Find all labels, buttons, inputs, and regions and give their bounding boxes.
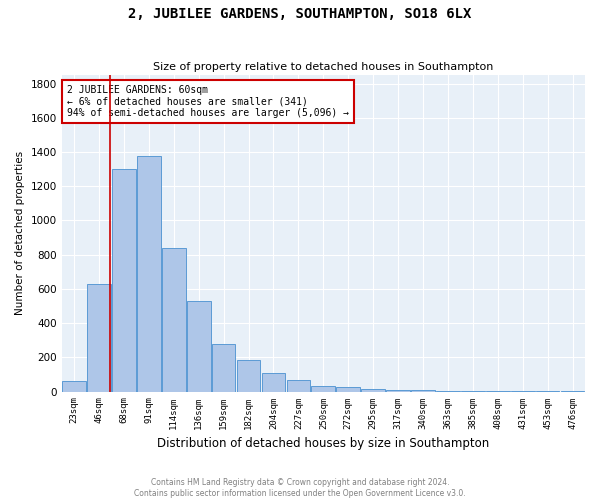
Bar [311, 386, 335, 392]
Bar [112, 169, 136, 392]
Bar [461, 391, 485, 392]
Bar [212, 344, 235, 392]
Text: Contains HM Land Registry data © Crown copyright and database right 2024.
Contai: Contains HM Land Registry data © Crown c… [134, 478, 466, 498]
Bar [62, 381, 86, 392]
Bar [137, 156, 161, 392]
Text: 2, JUBILEE GARDENS, SOUTHAMPTON, SO18 6LX: 2, JUBILEE GARDENS, SOUTHAMPTON, SO18 6L… [128, 8, 472, 22]
Title: Size of property relative to detached houses in Southampton: Size of property relative to detached ho… [153, 62, 494, 72]
Y-axis label: Number of detached properties: Number of detached properties [15, 151, 25, 316]
Bar [287, 380, 310, 392]
Bar [386, 390, 410, 392]
X-axis label: Distribution of detached houses by size in Southampton: Distribution of detached houses by size … [157, 437, 490, 450]
Bar [187, 301, 211, 392]
Bar [361, 389, 385, 392]
Bar [337, 387, 360, 392]
Bar [87, 284, 111, 392]
Bar [237, 360, 260, 392]
Text: 2 JUBILEE GARDENS: 60sqm
← 6% of detached houses are smaller (341)
94% of semi-d: 2 JUBILEE GARDENS: 60sqm ← 6% of detache… [67, 84, 349, 118]
Bar [262, 372, 286, 392]
Bar [162, 248, 185, 392]
Bar [411, 390, 435, 392]
Bar [436, 390, 460, 392]
